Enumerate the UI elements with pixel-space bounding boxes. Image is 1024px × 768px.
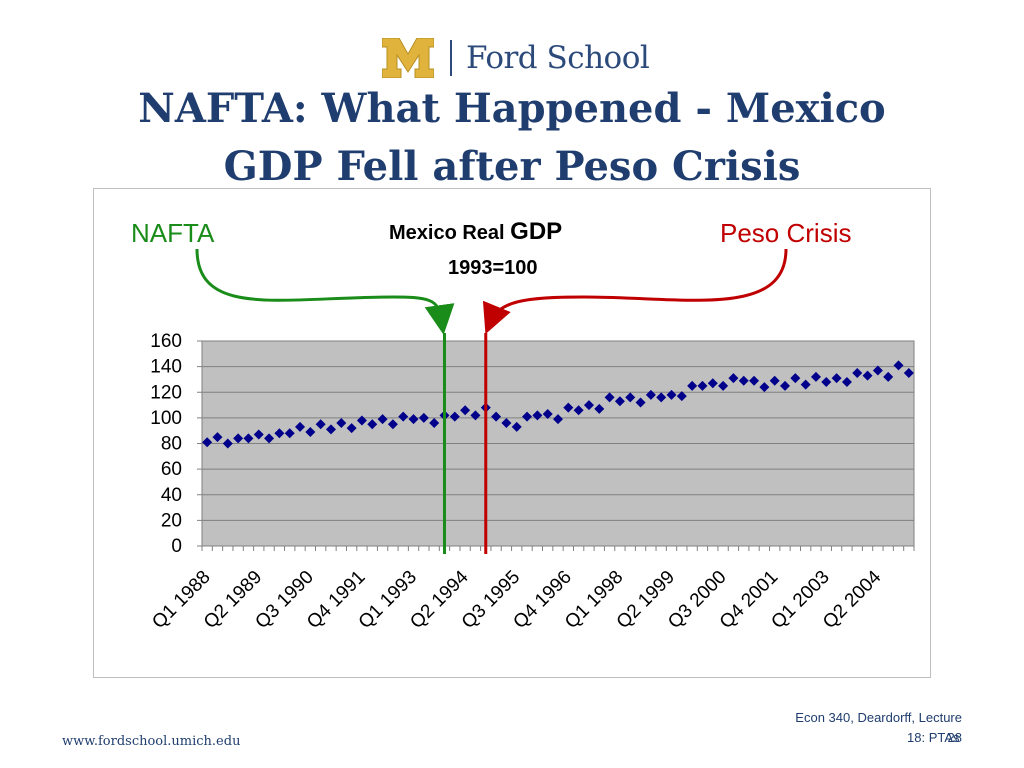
data-point [449, 411, 460, 422]
chart-subtitle: 1993=100 [448, 257, 538, 279]
y-tick-label: 0 [171, 536, 182, 557]
gdp-chart: NAFTA Peso Crisis Mexico Real GDP 1993=1… [131, 218, 915, 633]
nafta-label: NAFTA [131, 218, 215, 248]
data-point [800, 379, 811, 390]
data-point [233, 433, 244, 444]
data-point [749, 375, 760, 386]
data-point [377, 414, 388, 425]
footer-course-line2-text: 18: PTAs [907, 730, 960, 745]
data-point [614, 396, 625, 407]
data-point [222, 438, 233, 449]
data-point [295, 421, 306, 432]
data-point [707, 378, 718, 389]
data-point [594, 403, 605, 414]
data-point [852, 368, 863, 379]
x-tick-label: Q2 2004 [819, 566, 886, 633]
data-point [408, 414, 419, 425]
data-point [460, 405, 471, 416]
chart-title-part1: Mexico Real [389, 222, 510, 244]
data-point [553, 414, 563, 425]
chart-title: Mexico Real GDP [389, 218, 562, 245]
data-point [862, 370, 873, 381]
data-point [346, 423, 357, 434]
y-tick-label: 40 [161, 485, 182, 506]
data-point [645, 389, 656, 400]
chart-frame: NAFTA Peso Crisis Mexico Real GDP 1993=1… [93, 188, 931, 678]
data-point [563, 402, 574, 413]
data-point [315, 419, 326, 430]
data-point [810, 371, 821, 382]
page-number: 28 [947, 730, 962, 745]
logo-text: Ford School [466, 40, 650, 76]
slide-title: NAFTA: What Happened - Mexico GDP Fell a… [0, 80, 1024, 196]
title-line-1: NAFTA: What Happened - Mexico [138, 85, 886, 132]
data-point [284, 428, 295, 439]
data-point [666, 389, 677, 400]
data-point [522, 411, 533, 422]
data-point [780, 380, 791, 391]
logo-divider [450, 40, 452, 76]
nafta-arrow [195, 248, 455, 335]
peso-crisis-arrow [482, 248, 788, 335]
y-tick-label: 20 [161, 510, 182, 531]
y-tick-label: 120 [150, 382, 182, 403]
data-point [491, 411, 502, 422]
y-tick-label: 60 [161, 459, 182, 480]
data-point [264, 433, 275, 444]
data-point [821, 377, 832, 387]
data-point [718, 380, 729, 391]
data-point [656, 392, 667, 403]
data-point [274, 428, 285, 439]
data-point [542, 409, 553, 420]
data-point [532, 410, 543, 421]
michigan-m-icon [382, 38, 434, 78]
data-point [790, 373, 801, 384]
data-point [356, 415, 367, 426]
data-point [573, 405, 584, 416]
y-tick-label: 140 [150, 357, 182, 378]
data-point [336, 418, 347, 428]
data-point [305, 426, 316, 437]
y-tick-label: 80 [161, 434, 182, 455]
data-point [759, 382, 770, 393]
y-tick-label: 100 [150, 408, 182, 429]
footer-course-line2: 18: PTAs28 [742, 728, 962, 748]
data-point [325, 424, 336, 435]
data-point [429, 418, 440, 428]
data-point [367, 419, 378, 430]
data-point [387, 419, 398, 430]
data-point [418, 412, 429, 423]
data-point [604, 392, 615, 403]
data-point [769, 375, 780, 386]
data-point [687, 380, 698, 391]
ford-school-logo: Ford School [382, 38, 650, 78]
data-point [625, 392, 636, 403]
data-point [212, 432, 223, 443]
peso-crisis-label: Peso Crisis [720, 218, 851, 248]
data-point [676, 391, 687, 402]
data-point [583, 400, 594, 411]
data-point [501, 418, 512, 428]
data-point [202, 437, 213, 448]
footer-url: www.fordschool.umich.edu [62, 734, 241, 749]
footer-course-line1: Econ 340, Deardorff, Lecture [795, 710, 962, 725]
data-point [883, 371, 894, 382]
data-point [243, 433, 254, 444]
data-point [841, 377, 852, 387]
footer-course: Econ 340, Deardorff, Lecture 18: PTAs28 [742, 708, 962, 748]
y-tick-label: 160 [150, 331, 182, 352]
data-point [872, 365, 883, 376]
data-point [728, 373, 739, 384]
data-point [470, 410, 481, 421]
title-line-2: GDP Fell after Peso Crisis [223, 143, 801, 190]
chart-title-part2: GDP [510, 218, 562, 245]
data-point [738, 375, 749, 386]
data-point [831, 373, 842, 384]
data-point [893, 360, 904, 371]
data-point [398, 411, 409, 422]
data-point [635, 397, 646, 408]
data-point [903, 368, 914, 379]
data-point [697, 380, 708, 391]
